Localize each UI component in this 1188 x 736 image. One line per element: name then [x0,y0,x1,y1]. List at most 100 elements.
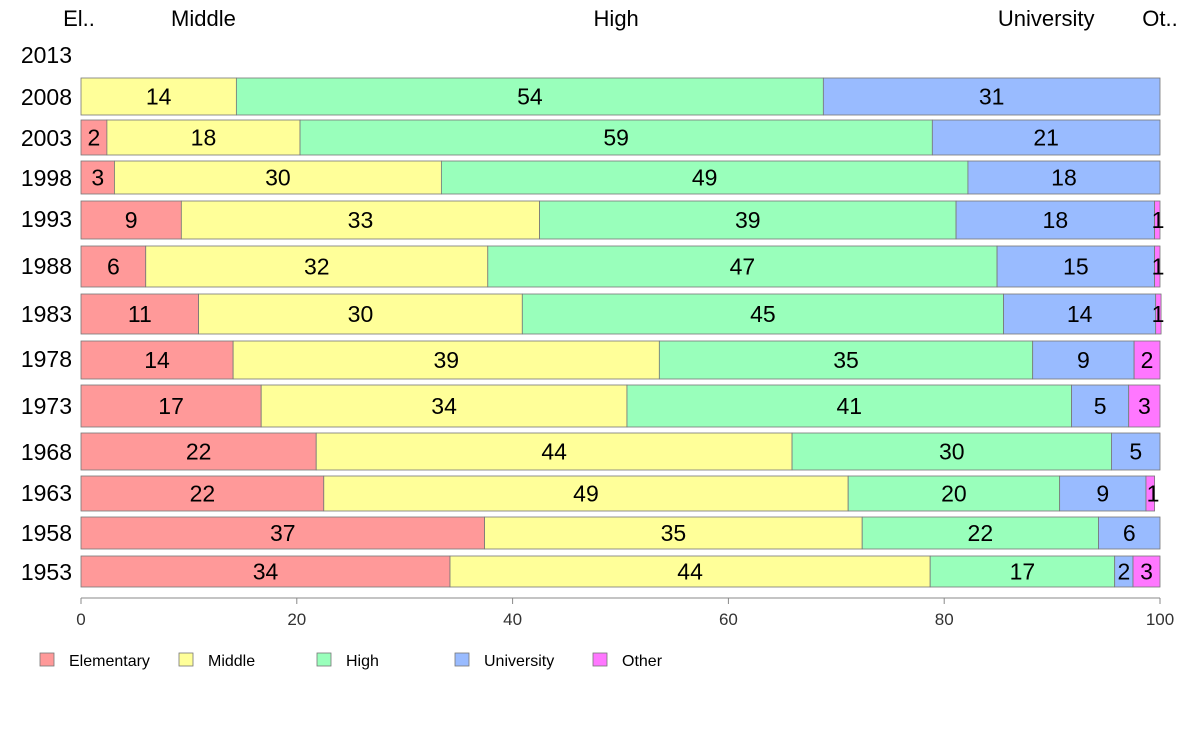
bar-segment-university-1963 [1059,475,1147,512]
y-tick-label: 1998 [21,165,72,191]
x-tick-label: 20 [287,610,306,629]
bar-segment-middle-1973 [260,384,628,428]
legend-label-university: University [484,653,554,670]
data-label: 5 [1129,439,1142,465]
data-label: 1 [1152,207,1165,233]
bar-segment-university-2003 [931,119,1161,156]
data-label: 30 [348,301,374,327]
legend-label-other: Other [622,653,663,670]
bar-segment-high-2003 [299,119,933,156]
data-label: 22 [190,481,216,507]
bar-segment-other-1973 [1128,384,1161,428]
data-label: 9 [1096,481,1109,507]
y-tick-label: 1988 [21,253,72,279]
x-tick-label: 100 [1146,610,1174,629]
legend-label-high: High [346,653,379,670]
column-header-high: High [594,6,639,31]
data-label: 44 [677,559,703,585]
data-label: 54 [517,84,543,110]
bar-segment-middle-2003 [106,119,301,156]
x-tick-label: 60 [719,610,738,629]
bar-segment-high-1988 [487,245,998,288]
data-label: 14 [146,84,172,110]
bar-segment-other-1953 [1132,555,1161,588]
data-label: 21 [1033,125,1059,151]
bar-segment-university-1988 [996,245,1156,288]
data-label: 44 [541,439,567,465]
bar-segment-high-1993 [539,200,957,240]
y-tick-label: 1973 [21,393,72,419]
data-label: 2 [1117,559,1130,585]
data-label: 9 [1077,347,1090,373]
data-label: 14 [1067,301,1093,327]
data-label: 37 [270,520,296,546]
bar-segment-middle-2008 [80,77,237,116]
bar-segment-high-1968 [791,432,1112,471]
bar-segment-other-1983 [1155,293,1162,335]
data-label: 47 [730,254,756,280]
column-header-elementary: El.. [63,6,95,31]
data-label: 30 [265,165,291,191]
data-label: 3 [91,165,104,191]
data-label: 5 [1094,393,1107,419]
data-label: 3 [1140,559,1153,585]
data-label: 6 [107,254,120,280]
legend-swatch-high [316,652,332,667]
bar-segment-high-1998 [440,160,969,195]
x-tick-label: 40 [503,610,522,629]
data-label: 30 [939,439,965,465]
bar-segment-elementary-1998 [80,160,115,195]
bar-segment-elementary-1963 [80,475,325,512]
data-label: 1 [1152,301,1165,327]
bar-segment-university-1958 [1098,516,1161,550]
y-tick-label: 2013 [21,42,72,68]
y-tick-label: 1958 [21,520,72,546]
data-label: 1 [1152,254,1165,280]
x-tick-label: 80 [935,610,954,629]
column-header-university: University [998,6,1095,31]
bar-segment-high-1983 [521,293,1004,335]
data-label: 20 [941,481,967,507]
bar-segment-university-1998 [967,160,1161,195]
bar-segment-elementary-1983 [80,293,200,335]
data-label: 22 [968,520,994,546]
y-tick-label: 1993 [21,206,72,232]
data-label: 49 [692,165,718,191]
bar-segment-middle-1968 [315,432,793,471]
data-label: 39 [433,347,459,373]
legend-swatch-university [454,652,470,667]
data-label: 35 [833,347,859,373]
bar-segment-university-1973 [1071,384,1130,428]
bar-segment-high-1978 [658,340,1034,380]
data-label: 3 [1138,393,1151,419]
data-label: 18 [191,125,217,151]
legend-swatch-other [592,652,608,667]
legend-swatch-middle [178,652,194,667]
y-tick-label: 1953 [21,559,72,585]
bar-segment-elementary-1968 [80,432,317,471]
bar-segment-elementary-1973 [80,384,262,428]
bar-segment-middle-1978 [232,340,660,380]
legend-label-middle: Middle [208,653,255,670]
data-label: 17 [1010,559,1036,585]
column-header-other: Ot.. [1142,6,1177,31]
bar-segment-high-1958 [861,516,1099,550]
data-label: 14 [144,347,170,373]
data-label: 45 [750,301,776,327]
legend-swatch-elementary [39,652,55,667]
data-label: 34 [431,393,457,419]
data-label: 15 [1063,254,1089,280]
data-label: 6 [1123,520,1136,546]
bar-segment-middle-1993 [180,200,540,240]
bar-segment-middle-1963 [323,475,849,512]
data-label: 1 [1147,481,1160,507]
bar-segment-other-1978 [1133,340,1161,380]
y-tick-label: 1983 [21,301,72,327]
data-label: 34 [253,559,279,585]
data-label: 2 [1141,347,1154,373]
y-tick-label: 2003 [21,125,72,151]
bar-segment-university-1968 [1111,432,1161,471]
bar-segment-university-1978 [1032,340,1135,380]
data-label: 49 [573,481,599,507]
bar-segment-high-1953 [929,555,1116,588]
